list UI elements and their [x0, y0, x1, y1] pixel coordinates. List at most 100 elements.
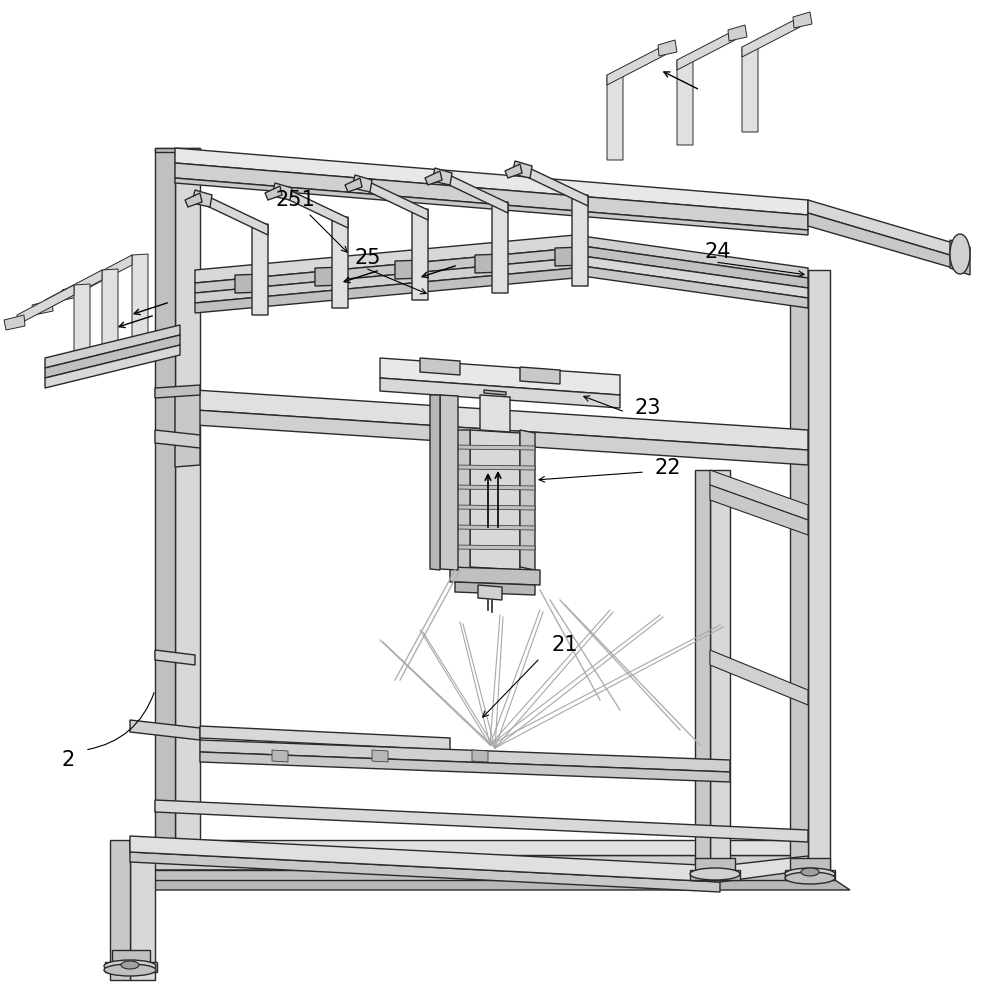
- Polygon shape: [332, 217, 348, 308]
- Polygon shape: [175, 148, 808, 215]
- Polygon shape: [742, 17, 800, 57]
- Polygon shape: [130, 870, 820, 880]
- Polygon shape: [45, 325, 180, 368]
- Ellipse shape: [785, 872, 835, 884]
- Polygon shape: [272, 750, 288, 762]
- Polygon shape: [192, 190, 212, 207]
- Polygon shape: [352, 175, 372, 192]
- Polygon shape: [45, 335, 180, 378]
- Polygon shape: [112, 950, 150, 962]
- Polygon shape: [555, 247, 585, 266]
- Polygon shape: [4, 315, 25, 330]
- Polygon shape: [455, 505, 535, 510]
- Polygon shape: [742, 46, 758, 132]
- Polygon shape: [75, 255, 132, 295]
- Polygon shape: [575, 255, 808, 298]
- Polygon shape: [155, 148, 175, 840]
- Polygon shape: [175, 178, 808, 235]
- Polygon shape: [155, 650, 195, 665]
- Polygon shape: [272, 183, 292, 200]
- Polygon shape: [455, 525, 535, 530]
- Text: 22: 22: [655, 458, 681, 478]
- Polygon shape: [785, 870, 835, 880]
- Polygon shape: [32, 300, 53, 315]
- Polygon shape: [130, 840, 155, 980]
- Polygon shape: [520, 367, 560, 384]
- Polygon shape: [607, 74, 623, 160]
- Polygon shape: [470, 430, 520, 570]
- Polygon shape: [130, 840, 720, 882]
- Polygon shape: [200, 726, 450, 750]
- Polygon shape: [155, 385, 200, 398]
- Polygon shape: [195, 390, 808, 450]
- Polygon shape: [472, 750, 488, 762]
- Polygon shape: [195, 248, 575, 293]
- Polygon shape: [110, 840, 130, 980]
- Text: 24: 24: [705, 242, 731, 262]
- Polygon shape: [395, 260, 425, 279]
- Polygon shape: [155, 800, 808, 842]
- Polygon shape: [710, 650, 808, 705]
- Polygon shape: [455, 445, 535, 450]
- Polygon shape: [45, 270, 102, 310]
- Polygon shape: [677, 30, 735, 70]
- Polygon shape: [790, 270, 808, 870]
- Polygon shape: [512, 161, 532, 178]
- Polygon shape: [492, 202, 508, 293]
- Polygon shape: [572, 195, 588, 286]
- Polygon shape: [195, 410, 808, 465]
- Ellipse shape: [104, 964, 156, 976]
- Ellipse shape: [785, 868, 835, 880]
- Polygon shape: [450, 567, 540, 585]
- Polygon shape: [440, 395, 458, 570]
- Polygon shape: [155, 148, 200, 152]
- Polygon shape: [412, 209, 428, 300]
- Polygon shape: [728, 25, 747, 41]
- Polygon shape: [200, 740, 730, 772]
- Polygon shape: [695, 858, 735, 870]
- Polygon shape: [17, 285, 74, 325]
- Polygon shape: [710, 470, 808, 520]
- Polygon shape: [205, 195, 268, 235]
- Polygon shape: [195, 268, 575, 313]
- Polygon shape: [575, 235, 808, 278]
- Polygon shape: [74, 284, 90, 370]
- Text: 25: 25: [355, 248, 381, 268]
- Polygon shape: [420, 358, 460, 375]
- Polygon shape: [365, 180, 428, 220]
- Polygon shape: [455, 465, 535, 470]
- Polygon shape: [315, 267, 345, 286]
- Polygon shape: [130, 840, 820, 855]
- Polygon shape: [475, 254, 505, 273]
- Ellipse shape: [801, 868, 819, 876]
- Polygon shape: [372, 750, 388, 762]
- Polygon shape: [345, 178, 362, 192]
- Polygon shape: [45, 345, 180, 388]
- Polygon shape: [505, 164, 522, 178]
- Polygon shape: [575, 245, 808, 288]
- Polygon shape: [790, 858, 830, 870]
- Polygon shape: [265, 186, 282, 200]
- Polygon shape: [252, 224, 268, 315]
- Polygon shape: [710, 470, 730, 870]
- Ellipse shape: [690, 868, 740, 880]
- Polygon shape: [102, 269, 118, 355]
- Polygon shape: [130, 870, 850, 890]
- Polygon shape: [445, 173, 508, 213]
- Text: 23: 23: [635, 398, 661, 418]
- Polygon shape: [430, 395, 440, 570]
- Polygon shape: [607, 45, 665, 85]
- Polygon shape: [455, 582, 535, 595]
- Polygon shape: [132, 254, 148, 340]
- Text: 21: 21: [552, 635, 578, 655]
- Polygon shape: [575, 265, 808, 308]
- Polygon shape: [710, 485, 808, 535]
- Polygon shape: [380, 358, 620, 395]
- Polygon shape: [195, 258, 575, 303]
- Polygon shape: [130, 855, 820, 870]
- Polygon shape: [455, 430, 470, 570]
- Polygon shape: [130, 836, 808, 882]
- Polygon shape: [195, 235, 575, 283]
- Polygon shape: [62, 285, 83, 300]
- Polygon shape: [200, 752, 730, 782]
